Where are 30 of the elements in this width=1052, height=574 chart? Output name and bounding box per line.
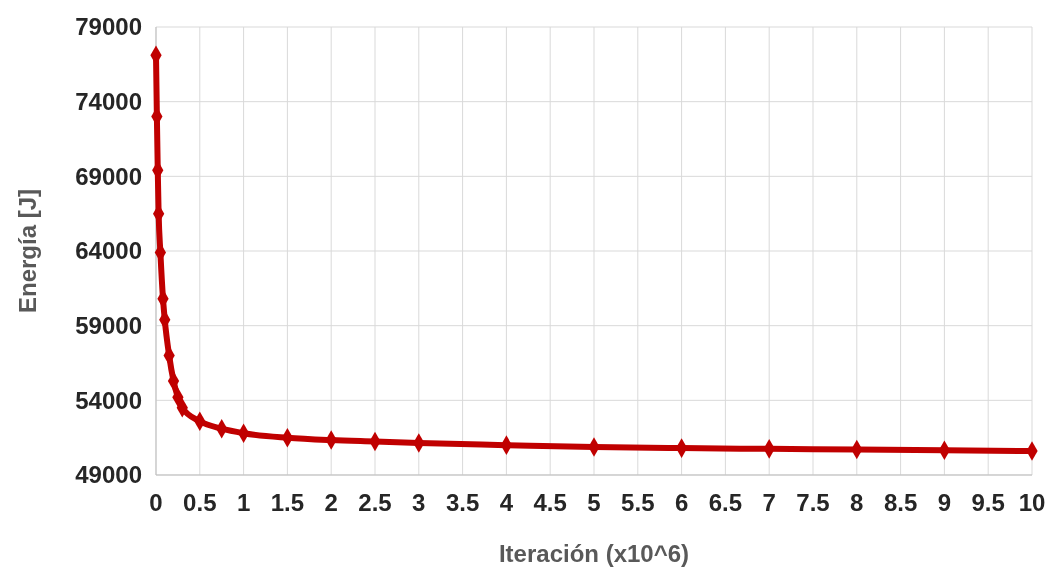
y-axis-title: Energía [J] [14,188,41,314]
x-tick-label: 3 [412,489,426,516]
y-tick-label: 79000 [75,13,142,41]
x-tick-label: 9 [937,489,952,516]
x-tick-label: 8 [850,489,864,516]
x-tick-label: 6 [674,489,689,516]
x-tick-label: 2.5 [358,489,392,516]
y-tick-label: 64000 [75,237,142,265]
x-tick-label: 5 [587,489,601,516]
x-tick-label: 4 [499,489,514,516]
y-tick-label: 54000 [75,386,142,414]
x-tick-label: 8.5 [883,489,918,516]
y-tick-label: 69000 [75,162,142,190]
x-axis-title: Iteración (x10^6) [498,540,690,567]
x-tick-label: 0 [149,489,163,516]
x-tick-label: 3.5 [445,489,480,516]
x-tick-label: 10 [1018,489,1046,516]
x-tick-label: 1 [236,489,251,516]
x-tick-label: 4.5 [533,489,567,516]
x-tick-label: 1.5 [270,489,305,516]
x-tick-label: 7.5 [796,489,830,516]
x-tick-label: 5.5 [621,489,655,516]
y-tick-label: 49000 [75,461,142,489]
x-tick-label: 0.5 [183,489,217,516]
y-tick-label: 74000 [75,88,142,116]
x-tick-label: 6.5 [708,489,743,516]
x-tick-label: 7 [762,489,776,516]
x-tick-label: 9.5 [971,489,1005,516]
y-tick-label: 59000 [75,312,142,340]
x-tick-label: 2 [324,489,338,516]
